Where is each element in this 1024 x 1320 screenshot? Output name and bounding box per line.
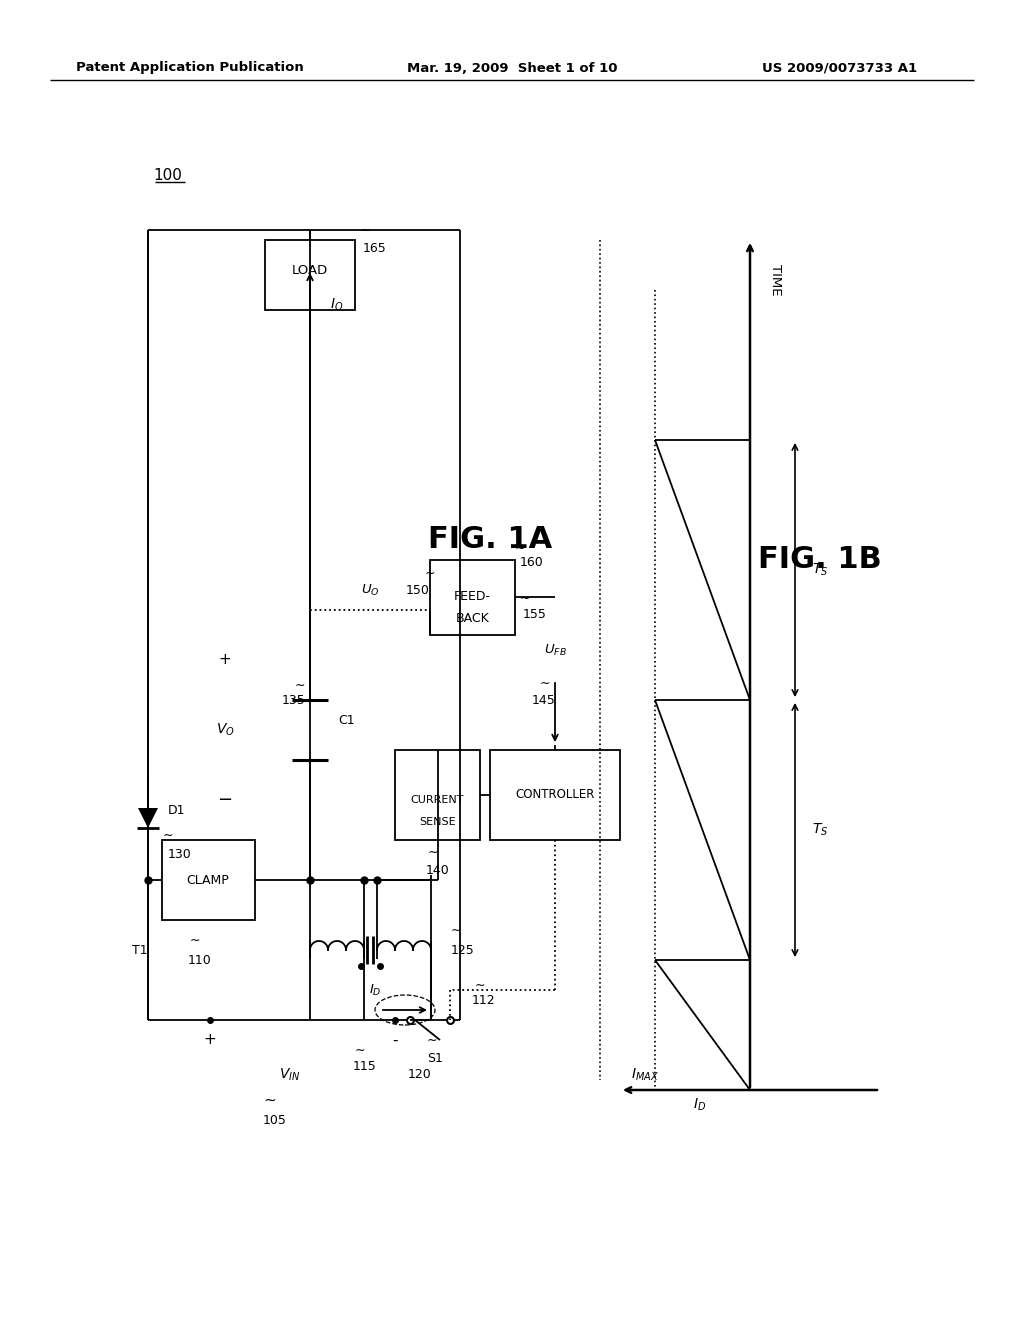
Text: ∼: ∼ (427, 1034, 437, 1047)
Text: TIME: TIME (768, 264, 781, 296)
Text: 125: 125 (451, 944, 475, 957)
Text: ∼: ∼ (515, 541, 525, 554)
Text: CONTROLLER: CONTROLLER (515, 788, 595, 801)
Text: ∼: ∼ (427, 846, 437, 858)
Text: −: − (217, 791, 232, 809)
Text: $U_O$: $U_O$ (360, 582, 379, 598)
Text: ∼: ∼ (520, 591, 530, 605)
Polygon shape (138, 808, 158, 828)
Text: ∼: ∼ (295, 678, 305, 692)
Text: ∼: ∼ (189, 933, 201, 946)
Text: $I_{MAX}$: $I_{MAX}$ (631, 1067, 659, 1084)
Text: BACK: BACK (456, 611, 489, 624)
Text: ∼: ∼ (475, 978, 485, 991)
Text: 160: 160 (520, 557, 544, 569)
Text: +: + (204, 1032, 216, 1048)
Bar (265, 240, 355, 310)
Text: 112: 112 (471, 994, 495, 1006)
Text: -: - (392, 1032, 397, 1048)
Text: 110: 110 (188, 953, 212, 966)
Text: 130: 130 (168, 849, 191, 862)
Text: 155: 155 (523, 609, 547, 622)
Text: $I_D$: $I_D$ (693, 1097, 707, 1113)
Text: T1: T1 (132, 944, 148, 957)
Text: ∼: ∼ (451, 924, 462, 936)
Text: C1: C1 (338, 714, 354, 726)
Text: ∼: ∼ (163, 829, 173, 842)
Text: 105: 105 (263, 1114, 287, 1126)
Text: $I_O$: $I_O$ (330, 297, 343, 313)
Text: CURRENT: CURRENT (411, 795, 464, 805)
Text: FIG. 1B: FIG. 1B (758, 545, 882, 574)
Text: 115: 115 (353, 1060, 377, 1073)
Text: Mar. 19, 2009  Sheet 1 of 10: Mar. 19, 2009 Sheet 1 of 10 (407, 62, 617, 74)
Text: +: + (219, 652, 231, 668)
Text: FIG. 1A: FIG. 1A (428, 525, 552, 554)
Text: $T_S$: $T_S$ (812, 562, 828, 578)
Text: US 2009/0073733 A1: US 2009/0073733 A1 (763, 62, 918, 74)
Text: 150: 150 (407, 583, 430, 597)
Text: ∼: ∼ (360, 223, 371, 236)
Text: $V_O$: $V_O$ (216, 722, 234, 738)
Text: ∼: ∼ (354, 1044, 366, 1056)
Text: SENSE: SENSE (419, 817, 456, 828)
Text: ∼: ∼ (263, 1093, 276, 1107)
Text: FEED-: FEED- (454, 590, 490, 603)
Bar (162, 840, 255, 920)
Bar (395, 750, 480, 840)
Text: 135: 135 (282, 693, 305, 706)
Text: LOAD: LOAD (292, 264, 328, 276)
Text: Patent Application Publication: Patent Application Publication (76, 62, 304, 74)
Text: $I_D$: $I_D$ (369, 982, 381, 998)
Text: 140: 140 (426, 863, 450, 876)
Text: 145: 145 (531, 693, 555, 706)
Bar (490, 750, 620, 840)
Text: $V_{IN}$: $V_{IN}$ (280, 1067, 301, 1084)
Text: 165: 165 (362, 242, 387, 255)
Text: ∼: ∼ (425, 566, 435, 579)
Text: S1: S1 (427, 1052, 443, 1064)
Text: 100: 100 (154, 168, 182, 182)
Text: ∼: ∼ (540, 676, 550, 689)
Text: $T_S$: $T_S$ (812, 822, 828, 838)
Text: 120: 120 (409, 1068, 432, 1081)
Text: CLAMP: CLAMP (186, 874, 229, 887)
Bar (430, 560, 515, 635)
Text: $U_{FB}$: $U_{FB}$ (544, 643, 566, 657)
Text: D1: D1 (168, 804, 185, 817)
